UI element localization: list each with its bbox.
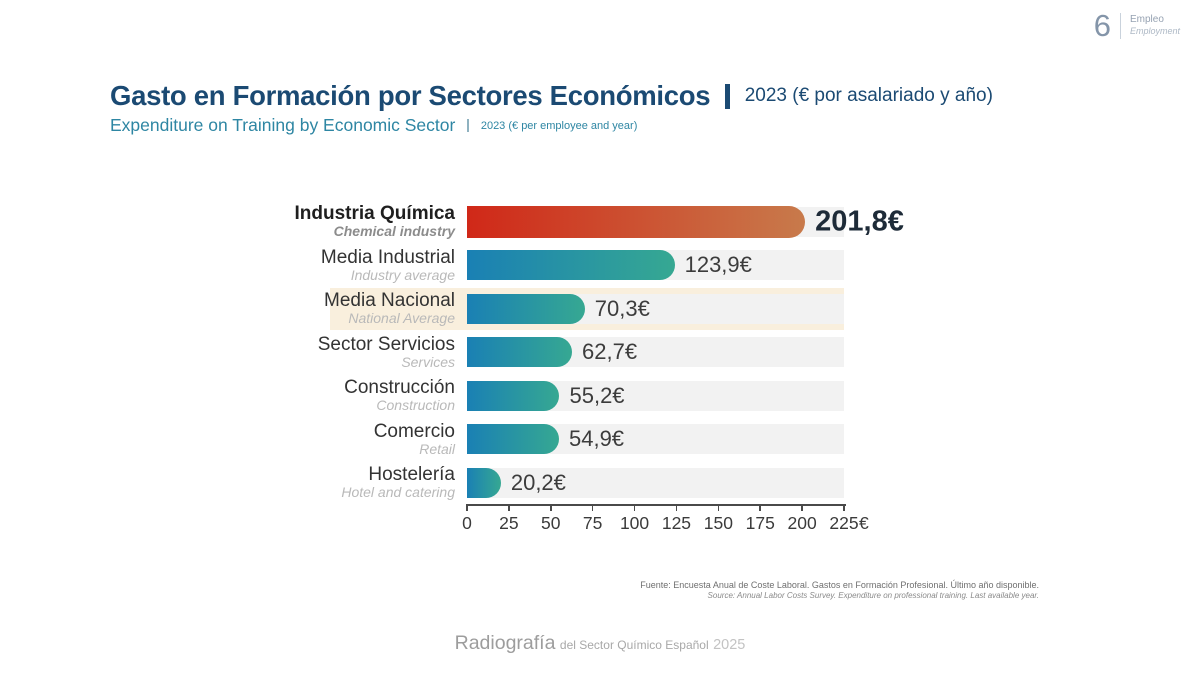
chart-title: Gasto en Formación por Sectores Económic… (110, 80, 711, 111)
row-label-en: Industry average (350, 266, 455, 283)
bar-area: 70,3€ (467, 293, 844, 324)
chart-row-media-nacional: Media Nacional National Average 70,3€ (0, 287, 1200, 331)
bar-value: 54,9€ (568, 426, 625, 452)
row-label-en: Chemical industry (333, 223, 455, 240)
chart-row-media-industrial: Media Industrial Industry average 123,9€ (0, 244, 1200, 288)
row-label-en: National Average (348, 310, 455, 327)
axis-tick-label: 150 (703, 513, 733, 533)
bar-media-industrial (467, 250, 675, 281)
bar-comercio (467, 424, 559, 455)
bar-area: 20,2€ (467, 467, 844, 498)
source-note: Fuente: Encuesta Anual de Coste Laboral.… (640, 580, 1039, 601)
page-number: 6 (1093, 8, 1111, 43)
chart-row-construccion: Construcción Construction 55,2€ (0, 374, 1200, 418)
title-separator (725, 83, 730, 109)
page-tab: 6 Empleo Employment (1094, 10, 1180, 41)
row-label-es: Hostelería (368, 464, 455, 486)
bar-value: 20,2€ (510, 469, 566, 495)
bar-construccion (467, 380, 560, 411)
row-label-construccion: Construcción Construction (0, 378, 467, 413)
axis-tick-label: 50 (541, 513, 561, 533)
chart-title-note: 2023 (€ por asalariado y año) (744, 85, 993, 106)
row-label-sector-servicios: Sector Servicios Services (0, 333, 467, 370)
row-label-es: Media Nacional (324, 290, 455, 312)
bar-area: 55,2€ (467, 380, 844, 411)
section-label: Empleo Employment (1130, 13, 1180, 38)
bar-area: 54,9€ (467, 424, 844, 455)
bar-sector-servicios (467, 337, 573, 368)
axis-tick-mark (508, 504, 510, 511)
axis-tick-label: 175 (745, 513, 775, 533)
bar-area: 201,8€ (467, 205, 904, 238)
chart-row-industria-quimica: Industria Química Chemical industry 201,8€ (0, 200, 1200, 244)
bar-value: 70,3€ (594, 295, 650, 321)
axis-tick-label: 25 (499, 513, 519, 533)
section-label-en: Employment (1129, 26, 1180, 37)
axis-tick-label: 125 (661, 513, 692, 533)
bar-value: 123,9€ (684, 252, 752, 278)
axis-tick-mark (633, 504, 636, 511)
bar-track (467, 467, 844, 498)
bar-area: 123,9€ (467, 250, 844, 281)
chart-subtitle-note: 2023 (€ per employee and year) (480, 119, 638, 132)
row-label-media-nacional: Media Nacional National Average (0, 291, 467, 326)
row-label-es: Comercio (373, 420, 455, 442)
axis-tick-mark (675, 504, 678, 511)
bar-chart: Industria Química Chemical industry 201,8€… (0, 200, 1200, 505)
axis-tick-label: 75 (582, 513, 603, 533)
bar-media-nacional (467, 293, 585, 324)
chart-subtitle: Expenditure on Training by Economic Sect… (110, 115, 456, 135)
axis-tick-label: 0 (462, 513, 472, 533)
brand-footer: Radiografía del Sector Químico Español 2… (0, 632, 1200, 655)
source-note-es: Fuente: Encuesta Anual de Coste Laboral.… (640, 580, 1039, 590)
bar-industria-quimica (467, 205, 806, 238)
axis-tick-mark (550, 504, 552, 511)
bar-value: 201,8€ (815, 205, 904, 238)
x-axis-line (467, 504, 846, 506)
brand-name: Radiografía (454, 632, 556, 654)
source-note-en: Source: Annual Labor Costs Survey. Expen… (707, 591, 1039, 601)
title-block: Gasto en Formación por Sectores Económic… (110, 80, 993, 136)
axis-tick-mark (843, 504, 845, 511)
row-label-en: Construction (376, 397, 455, 414)
row-label-comercio: Comercio Retail (0, 420, 467, 457)
brand-year: 2025 (713, 637, 746, 653)
axis-tick-label: 100 (619, 513, 650, 533)
chart-row-hosteleria: Hostelería Hotel and catering 20,2€ (0, 461, 1200, 505)
bar-area: 62,7€ (467, 337, 844, 368)
subtitle-separator (467, 119, 469, 132)
chart-row-comercio: Comercio Retail 54,9€ (0, 418, 1200, 462)
page-tab-divider (1119, 12, 1121, 39)
axis-tick-mark (801, 504, 803, 511)
axis-tick-mark (759, 504, 761, 511)
subtitle-row: Expenditure on Training by Economic Sect… (110, 115, 993, 136)
bar-value: 55,2€ (569, 382, 625, 408)
row-label-es: Construcción (344, 377, 455, 399)
axis-tick-mark (717, 504, 720, 511)
bar-hosteleria (467, 467, 501, 498)
axis-tick-label: 225 (829, 513, 859, 533)
row-label-en: Hotel and catering (341, 484, 455, 501)
axis-tick-label: 200 (787, 513, 817, 533)
section-label-es: Empleo (1129, 14, 1164, 26)
axis-tick-mark (591, 504, 594, 511)
title-row: Gasto en Formación por Sectores Económic… (110, 80, 993, 112)
x-axis: 0 25 50 75 100 125 150 175 200 225 € (462, 504, 907, 544)
chart-row-sector-servicios: Sector Servicios Services 62,7€ (0, 331, 1200, 375)
row-label-hosteleria: Hostelería Hotel and catering (0, 465, 467, 500)
row-label-es: Industria Química (294, 203, 455, 225)
axis-unit-label: € (859, 513, 869, 533)
row-label-media-industrial: Media Industrial Industry average (0, 246, 467, 283)
bar-value: 62,7€ (582, 339, 638, 365)
axis-tick-mark (466, 504, 468, 511)
brand-tagline: del Sector Químico Español (559, 638, 709, 652)
row-label-en: Retail (419, 440, 455, 457)
row-label-industria-quimica: Industria Química Chemical industry (0, 204, 467, 239)
row-label-en: Services (401, 353, 455, 370)
row-label-es: Sector Servicios (317, 333, 455, 355)
row-label-es: Media Industrial (320, 246, 455, 268)
